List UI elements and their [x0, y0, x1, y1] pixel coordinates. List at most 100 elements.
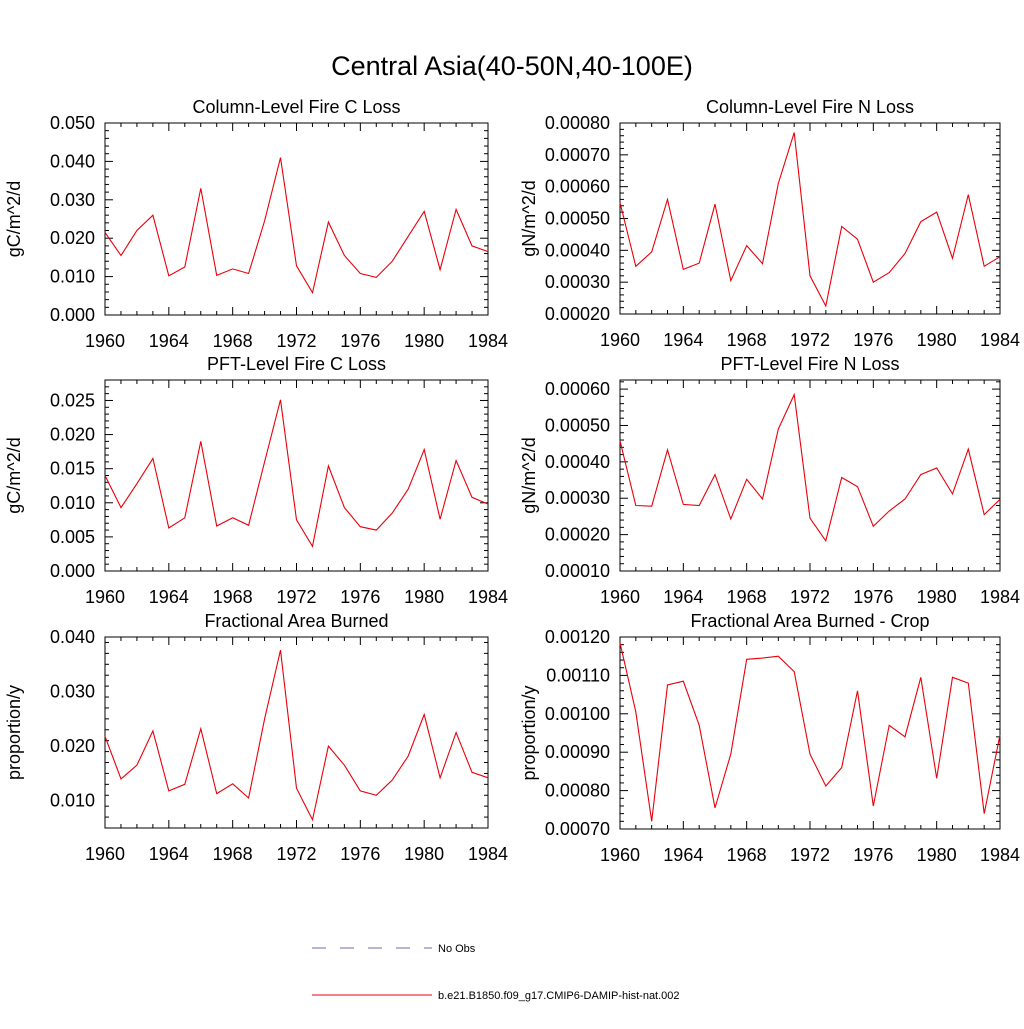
x-tick-label: 1960 [600, 587, 640, 607]
panel-title: PFT-Level Fire N Loss [720, 354, 899, 374]
y-tick-label: 0.000 [50, 305, 95, 325]
x-tick-label: 1976 [340, 331, 380, 351]
panel-2: Column-Level Fire N Loss gN/m^2/d 1960 1964… [519, 97, 1020, 350]
y-tick-label: 0.050 [50, 113, 95, 133]
y-tick-label: 0.00050 [545, 209, 610, 229]
y-tick-label: 0.00060 [545, 379, 610, 399]
x-tick-label: 1972 [790, 330, 830, 350]
x-tick-label: 1980 [917, 330, 957, 350]
y-axis-label: proportion/y [4, 685, 24, 780]
x-tick-label: 1964 [149, 587, 189, 607]
x-tick-label: 1960 [85, 844, 125, 864]
plot-frame [619, 379, 1001, 572]
x-tick-label: 1960 [600, 845, 640, 865]
series-line [619, 642, 1001, 822]
x-tick-label: 1980 [404, 331, 444, 351]
series-line [104, 399, 489, 548]
y-tick-label: 0.015 [50, 459, 95, 479]
y-axis-label: proportion/y [519, 685, 539, 780]
x-tick-label: 1984 [980, 845, 1020, 865]
x-tick-label: 1980 [917, 587, 957, 607]
legend: No Obs b.e21.B1850.f09_g17.CMIP6-DAMIP-h… [312, 943, 680, 1002]
y-tick-label: 0.00110 [546, 665, 610, 685]
y-tick-label: 0.000 [50, 561, 95, 581]
y-tick-label: 0.00030 [545, 272, 610, 292]
y-tick-label: 0.005 [50, 527, 95, 547]
x-tick-label: 1972 [276, 331, 316, 351]
series-line [619, 392, 1001, 543]
y-tick-label: 0.010 [50, 493, 95, 513]
series-line [104, 649, 489, 822]
x-tick-label: 1960 [85, 587, 125, 607]
legend-obs-label: No Obs [438, 943, 476, 955]
panel-6: Fractional Area Burned - Crop proportion/… [519, 611, 1020, 865]
plot-frame [619, 636, 1001, 830]
x-tick-label: 1960 [85, 331, 125, 351]
y-tick-label: 0.020 [50, 228, 95, 248]
y-tick-label: 0.00020 [545, 525, 610, 545]
y-tick-label: 0.00100 [545, 704, 610, 724]
y-tick-label: 0.030 [50, 682, 95, 702]
x-tick-label: 1980 [404, 587, 444, 607]
y-tick-label: 0.010 [50, 791, 95, 811]
y-tick-label: 0.00090 [545, 742, 610, 762]
plot-frame [104, 122, 489, 316]
panel-title: Fractional Area Burned - Crop [690, 611, 929, 631]
x-tick-label: 1968 [727, 587, 767, 607]
y-tick-label: 0.00120 [545, 627, 610, 647]
panel-title: Column-Level Fire N Loss [706, 97, 914, 117]
y-tick-label: 0.030 [50, 190, 95, 210]
panel-5: Fractional Area Burned proportion/y 1960 19… [4, 611, 508, 864]
panel-title: PFT-Level Fire C Loss [207, 354, 386, 374]
y-axis-label: gC/m^2/d [4, 437, 24, 513]
x-tick-label: 1964 [149, 844, 189, 864]
x-tick-label: 1960 [600, 330, 640, 350]
y-axis-label: gC/m^2/d [4, 181, 24, 257]
y-tick-label: 0.00010 [545, 561, 610, 581]
y-axis-label: gN/m^2/d [519, 180, 539, 256]
x-tick-label: 1964 [663, 845, 703, 865]
y-tick-label: 0.00030 [545, 488, 610, 508]
x-tick-label: 1984 [980, 587, 1020, 607]
y-tick-label: 0.00050 [545, 415, 610, 435]
y-tick-label: 0.025 [50, 390, 95, 410]
figure-title: Central Asia(40-50N,40-100E) [331, 51, 693, 81]
x-tick-label: 1984 [980, 330, 1020, 350]
x-tick-label: 1964 [149, 331, 189, 351]
y-tick-label: 0.00070 [545, 145, 610, 165]
series-line [619, 132, 1001, 308]
x-tick-label: 1968 [213, 844, 253, 864]
y-tick-label: 0.010 [50, 267, 95, 287]
y-tick-label: 0.00040 [545, 240, 610, 260]
x-tick-label: 1972 [276, 844, 316, 864]
panel-title: Fractional Area Burned [204, 611, 388, 631]
x-tick-label: 1976 [853, 845, 893, 865]
x-tick-label: 1968 [213, 331, 253, 351]
x-tick-label: 1972 [790, 587, 830, 607]
x-tick-label: 1964 [663, 587, 703, 607]
y-axis-label: gN/m^2/d [519, 437, 539, 513]
panel-4: PFT-Level Fire N Loss gN/m^2/d 1960 1964 196… [519, 354, 1020, 607]
x-tick-label: 1984 [468, 587, 508, 607]
plot-frame [619, 122, 1001, 315]
y-tick-label: 0.00080 [545, 113, 610, 133]
x-tick-label: 1976 [853, 330, 893, 350]
y-tick-label: 0.040 [50, 151, 95, 171]
x-tick-label: 1972 [790, 845, 830, 865]
series-line [104, 157, 489, 295]
panel-title: Column-Level Fire C Loss [192, 97, 400, 117]
y-tick-label: 0.00040 [545, 452, 610, 472]
x-tick-label: 1984 [468, 844, 508, 864]
y-tick-label: 0.040 [50, 627, 95, 647]
y-tick-label: 0.020 [50, 425, 95, 445]
x-tick-label: 1984 [468, 331, 508, 351]
panel-1: Column-Level Fire C Loss gC/m^2/d 1960 1964… [4, 97, 508, 351]
x-tick-label: 1980 [917, 845, 957, 865]
x-tick-label: 1968 [213, 587, 253, 607]
y-tick-label: 0.00080 [545, 781, 610, 801]
x-tick-label: 1968 [727, 845, 767, 865]
x-tick-label: 1976 [853, 587, 893, 607]
legend-model-label: b.e21.B1850.f09_g17.CMIP6-DAMIP-hist-nat… [438, 990, 680, 1002]
plot-frame [104, 636, 489, 829]
